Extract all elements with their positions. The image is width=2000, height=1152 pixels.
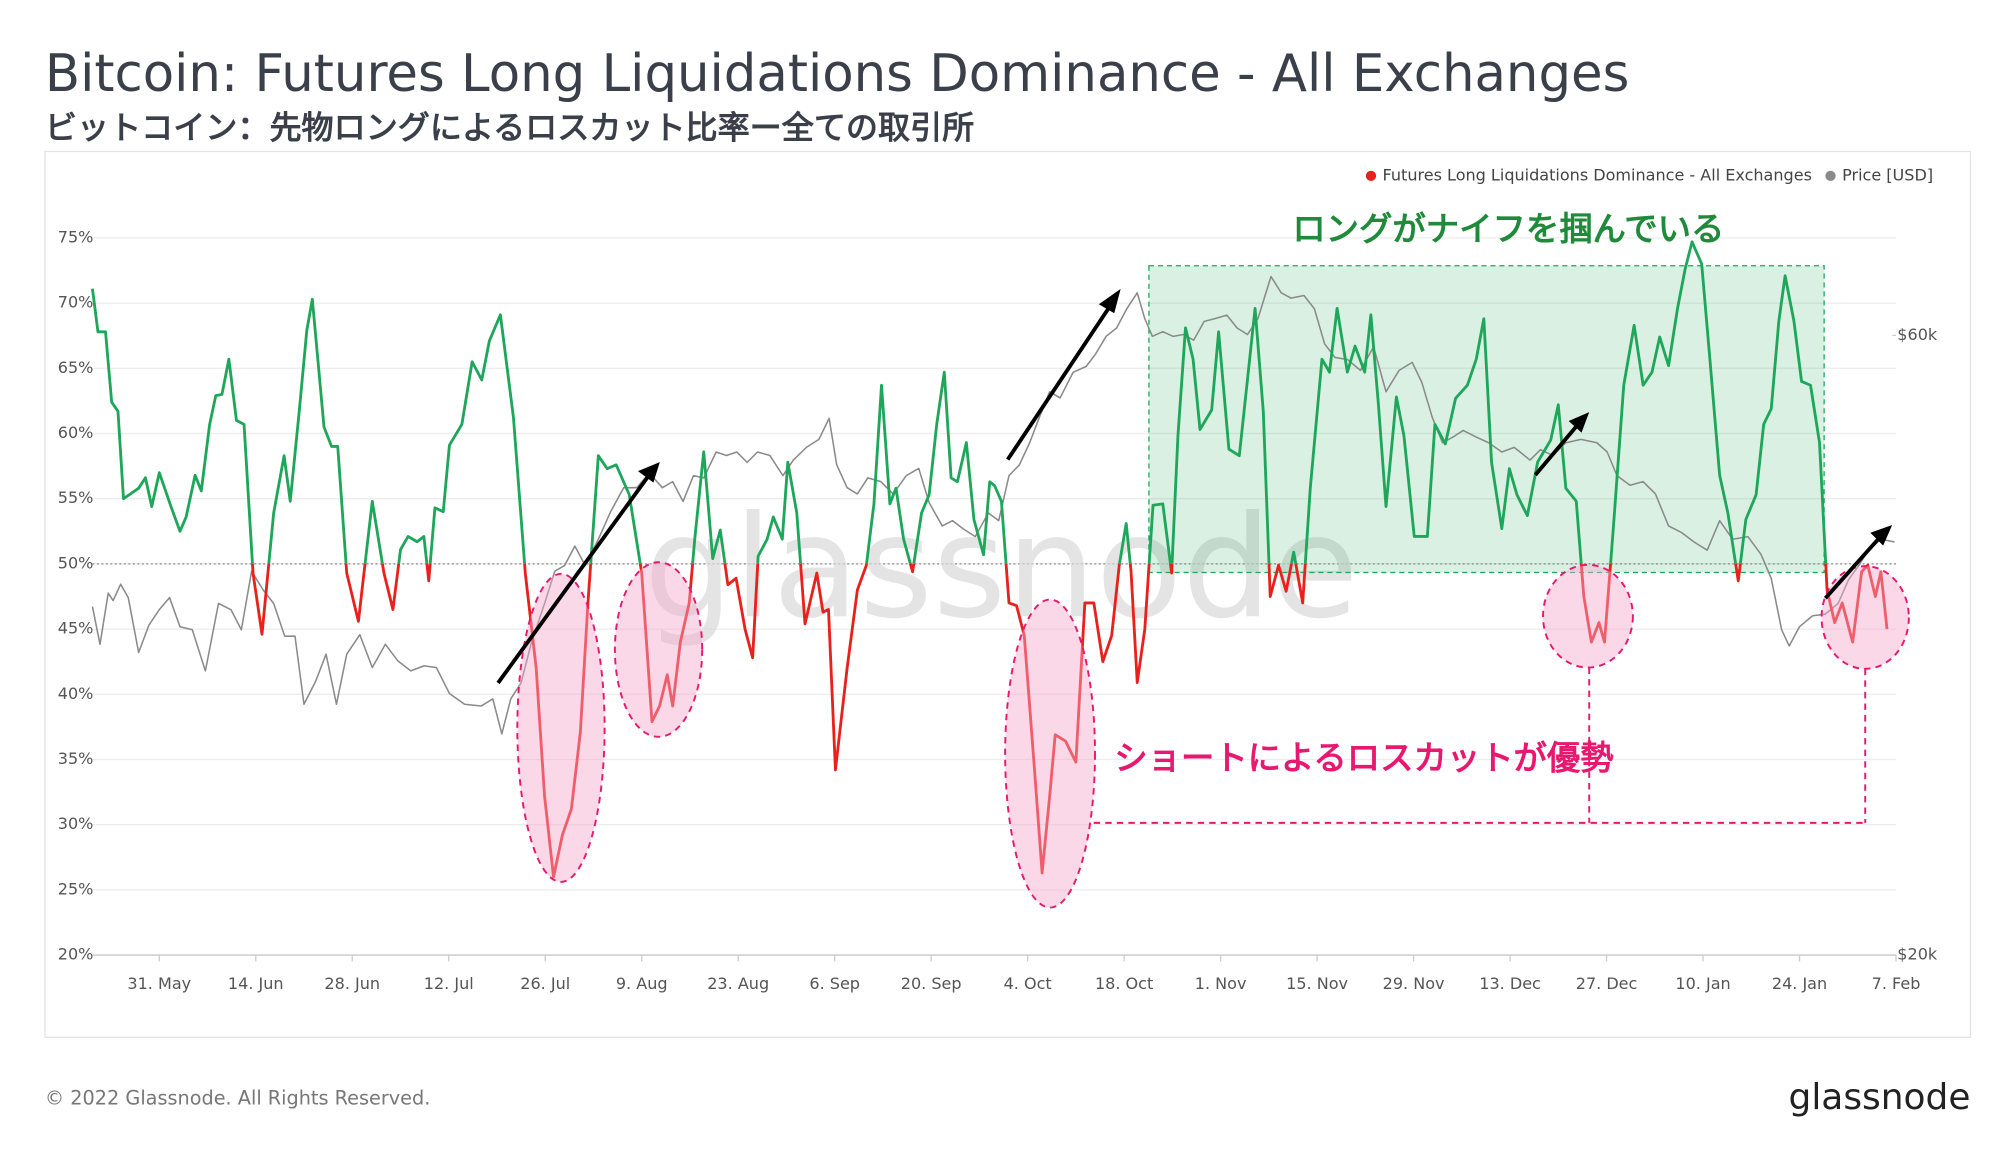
x-tick-label: 6. Sep (809, 974, 860, 993)
x-tick-label: 26. Jul (520, 974, 570, 993)
y-tick-label: 40% (58, 684, 94, 703)
y-tick-label: 25% (58, 879, 94, 898)
footer: © 2022 Glassnode. All Rights Reserved. (45, 1086, 430, 1109)
arrows (496, 304, 1881, 685)
ellipse (613, 561, 704, 738)
y-tick-label: 50% (58, 553, 94, 572)
y-tick-label: 70% (58, 293, 94, 312)
x-tick-label: 4. Oct (1004, 974, 1052, 993)
arrow-head (1870, 525, 1893, 546)
x-tick-label: 24. Jan (1772, 974, 1827, 993)
x-tick-label: 13. Dec (1479, 974, 1541, 993)
legend: Futures Long Liquidations Dominance - Al… (1365, 165, 1933, 184)
x-tick-label: 20. Sep (901, 974, 962, 993)
arrow (1823, 536, 1881, 600)
arrow-head (1098, 288, 1121, 314)
series-line (91, 275, 1895, 735)
y2-tick-label: $60k (1897, 325, 1938, 344)
legend-marker (1825, 170, 1836, 182)
y-tick-label: 20% (58, 945, 94, 964)
x-tick-label: 31. May (127, 974, 191, 993)
x-tick-label: 23. Aug (707, 974, 769, 993)
x-tick-label: 7. Feb (1872, 974, 1921, 993)
highlight-ellipses (516, 561, 1910, 909)
x-tick-label: 14. Jun (228, 974, 284, 993)
chart-frame (44, 150, 1972, 1038)
y-tick-label: 65% (58, 358, 94, 377)
y-tick-label: 75% (58, 227, 94, 246)
connector-lines (1093, 667, 1867, 824)
logo: glassnode (1789, 1077, 1971, 1118)
x-tick-label: 12. Jul (424, 974, 474, 993)
legend-label: Price [USD] (1842, 165, 1933, 184)
x-tick-label: 9. Aug (616, 974, 668, 993)
legend-label: Futures Long Liquidations Dominance - Al… (1383, 165, 1812, 184)
chart-subtitle: ビットコイン：先物ロングによるロスカット比率ー全ての取引所 (45, 109, 974, 147)
arrow (496, 475, 650, 685)
arrow-heads (637, 288, 1893, 546)
y-tick-label: 60% (58, 423, 94, 442)
x-tick-label: 15. Nov (1286, 974, 1348, 993)
ellipse (516, 572, 606, 883)
annotation: ロングがナイフを掴んでいる (1292, 210, 1724, 249)
y-tick-label: 55% (58, 488, 94, 507)
series-line-above (91, 240, 1869, 564)
arrow-head (637, 462, 660, 483)
ellipse (1542, 563, 1634, 669)
legend-marker (1365, 170, 1377, 182)
x-tick-label: 29. Nov (1383, 974, 1445, 993)
grid: 20% 25% 30% 35% 40% 45% 50% 55% 60% 65% 70% 75% $20k… (58, 227, 1938, 993)
arrow-head (1568, 412, 1590, 433)
ellipse (1820, 565, 1910, 670)
x-tick-label: 28. Jun (324, 974, 380, 993)
series-line-below (251, 563, 1889, 879)
highlight-box (1148, 265, 1825, 574)
x-tick-label: 27. Dec (1576, 974, 1638, 993)
x-tick-label: 18. Oct (1095, 974, 1153, 993)
chart-title: Bitcoin: Futures Long Liquidations Domin… (45, 44, 1629, 104)
arrow (1533, 423, 1580, 477)
y-tick-label: 45% (58, 619, 94, 638)
y-tick-label: 35% (58, 749, 94, 768)
y2-tick-label: $20k (1897, 945, 1938, 964)
arrow (1006, 304, 1113, 461)
ellipse (1004, 598, 1096, 909)
x-tick-label: 10. Jan (1675, 974, 1730, 993)
x-tick-label: 1. Nov (1195, 974, 1247, 993)
annotation: ショートによるロスカットが優勢 (1114, 738, 1614, 777)
y-tick-label: 30% (58, 814, 94, 833)
series-lines (91, 240, 1895, 879)
